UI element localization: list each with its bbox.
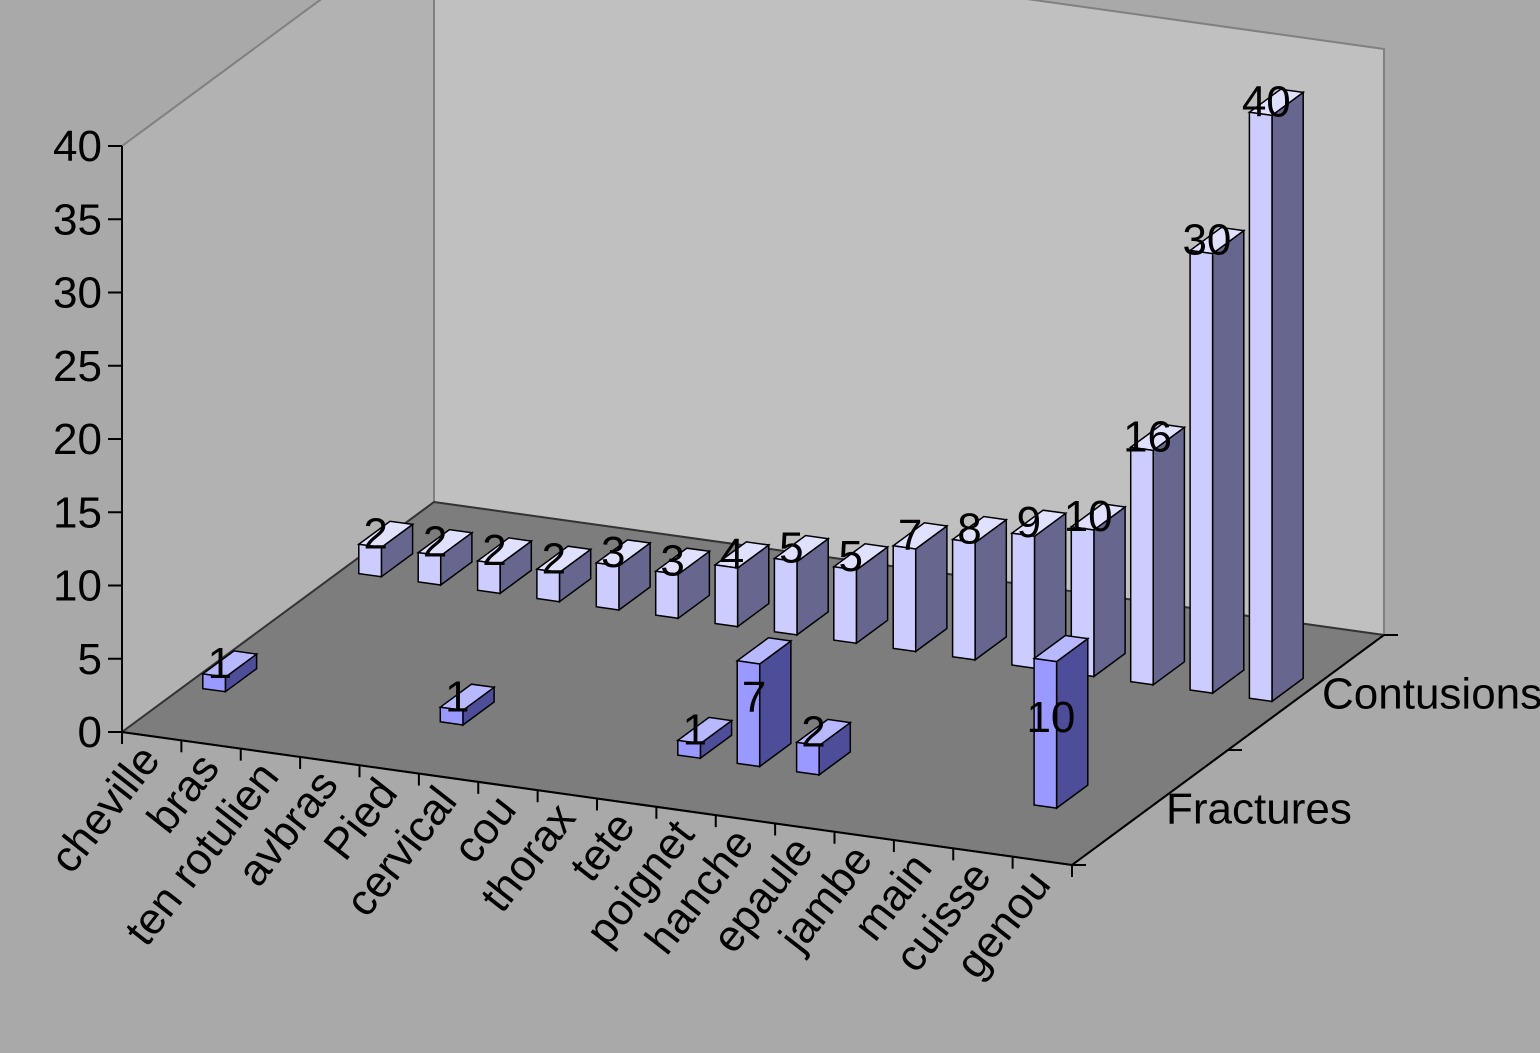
- bar-side-face: [1271, 90, 1304, 703]
- y-tick-label: 30: [53, 269, 102, 318]
- bar: [675, 716, 734, 760]
- bar: [200, 650, 259, 694]
- bar: [950, 515, 1009, 662]
- bar-front-face: [1129, 446, 1154, 686]
- data-label: 3: [660, 536, 684, 585]
- data-label: 9: [1017, 498, 1041, 547]
- bar-front-face: [417, 551, 442, 586]
- bar: [1069, 503, 1128, 678]
- data-label: 5: [779, 524, 803, 573]
- y-tick-label: 0: [78, 708, 102, 757]
- bar-front-face: [202, 673, 227, 693]
- bar-front-face: [795, 741, 820, 776]
- bar-front-face: [833, 565, 858, 645]
- bar-front-face: [439, 706, 464, 726]
- bar-front-face: [951, 538, 976, 661]
- series-label: Fractures: [1166, 785, 1352, 834]
- data-label: 2: [363, 509, 387, 558]
- data-label: 30: [1182, 216, 1231, 265]
- bar-side-face: [1152, 425, 1186, 687]
- series-label: Contusions: [1322, 670, 1540, 719]
- data-label: 1: [445, 672, 469, 721]
- data-label: 8: [957, 505, 981, 554]
- bar: [1032, 634, 1090, 810]
- bar: [831, 543, 890, 645]
- data-label: 10: [1064, 492, 1113, 541]
- data-label: 16: [1123, 412, 1172, 461]
- bar-front-face: [1033, 657, 1058, 809]
- y-tick-label: 15: [53, 488, 102, 537]
- y-tick-label: 10: [53, 562, 102, 611]
- data-label: 7: [742, 673, 766, 722]
- bar-front-face: [736, 659, 761, 768]
- bar-front-face: [595, 562, 620, 611]
- data-label: 2: [482, 526, 506, 575]
- bar-front-face: [773, 557, 798, 636]
- data-label: 1: [207, 639, 231, 688]
- bar: [438, 683, 497, 727]
- y-tick-label: 35: [53, 195, 102, 244]
- data-label: 3: [601, 528, 625, 577]
- data-label: 10: [1026, 693, 1075, 742]
- data-label: 5: [838, 532, 862, 581]
- bar: [772, 534, 831, 637]
- bar-front-face: [654, 570, 679, 620]
- data-label: 2: [801, 707, 825, 756]
- bar: [1247, 88, 1306, 703]
- bar: [794, 718, 853, 777]
- bar: [475, 537, 534, 595]
- bar-front-face: [1011, 532, 1036, 670]
- bar: [713, 541, 771, 629]
- bar-front-face: [1189, 249, 1214, 694]
- bar: [534, 545, 593, 604]
- bar-front-face: [677, 739, 702, 760]
- y-tick-label: 40: [53, 122, 102, 171]
- bar: [735, 637, 793, 768]
- chart-bars: [200, 88, 1306, 810]
- bar-front-face: [476, 560, 501, 595]
- data-label: 1: [682, 706, 706, 755]
- bar: [1009, 509, 1068, 670]
- bar-front-face: [536, 568, 561, 603]
- bar-front-face: [358, 543, 383, 578]
- bar-side-face: [1211, 229, 1245, 695]
- bar: [594, 539, 653, 612]
- data-label: 2: [423, 518, 447, 567]
- bar-front-face: [892, 544, 917, 653]
- data-label: 40: [1242, 77, 1291, 126]
- bar: [416, 528, 474, 587]
- bar: [891, 522, 949, 653]
- bar: [653, 547, 712, 620]
- y-tick-label: 20: [53, 415, 102, 464]
- data-label: 4: [720, 530, 744, 579]
- bar: [1128, 423, 1187, 687]
- bar: [1188, 226, 1246, 695]
- y-tick-label: 25: [53, 342, 102, 391]
- bar: [356, 520, 415, 579]
- bar-front-face: [1248, 111, 1273, 703]
- y-tick-label: 5: [78, 635, 102, 684]
- data-label: 7: [898, 511, 922, 560]
- bar-front-face: [714, 564, 739, 628]
- data-label: 2: [542, 534, 566, 583]
